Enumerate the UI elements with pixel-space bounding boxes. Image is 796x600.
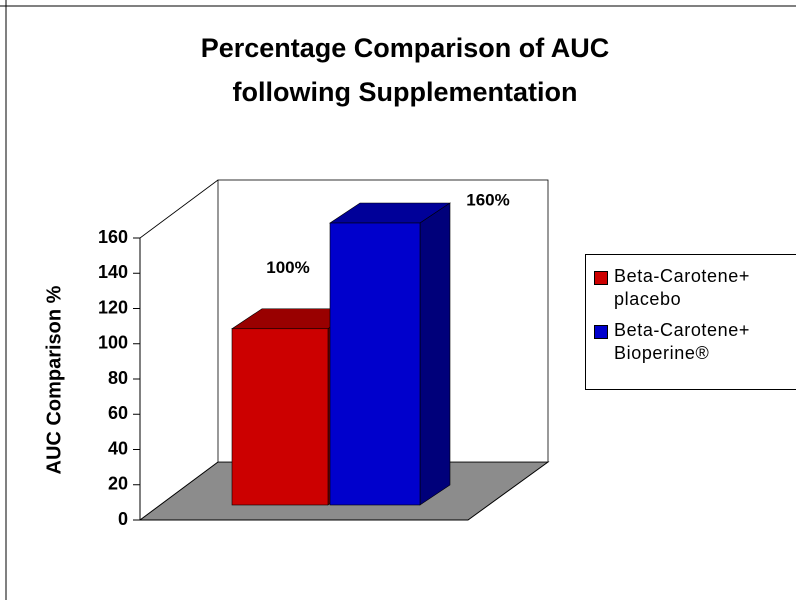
- y-tick-label: 80: [108, 368, 128, 388]
- legend-swatch: [594, 325, 608, 339]
- value-label: 100%: [266, 258, 309, 277]
- bar: [329, 222, 421, 506]
- legend-label: Beta-Carotene+ Bioperine®: [614, 320, 750, 363]
- side-wall: [139, 179, 219, 239]
- y-axis-label: AUC Comparison %: [43, 285, 65, 474]
- legend-label: Beta-Carotene+ placebo: [614, 266, 750, 309]
- y-tick-label: 160: [98, 227, 128, 247]
- legend-swatch: [594, 271, 608, 285]
- bar: [231, 328, 329, 506]
- chart-title: Percentage Comparison of AUC following S…: [200, 33, 610, 107]
- y-tick-label: 40: [108, 438, 128, 458]
- bar-side: [419, 202, 451, 506]
- y-tick-label: 140: [98, 262, 128, 282]
- y-tick-label: 20: [108, 474, 128, 494]
- legend: Beta-Carotene+ placebo Beta-Carotene+ Bio…: [585, 254, 796, 390]
- y-tick-label: 0: [118, 509, 128, 529]
- y-tick-label: 120: [98, 297, 128, 317]
- y-tick-label: 100: [98, 333, 128, 353]
- y-tick-label: 60: [108, 403, 128, 423]
- legend-entry: Beta-Carotene+ Bioperine®: [594, 319, 796, 365]
- value-label: 160%: [466, 190, 509, 209]
- legend-entry: Beta-Carotene+ placebo: [594, 265, 796, 311]
